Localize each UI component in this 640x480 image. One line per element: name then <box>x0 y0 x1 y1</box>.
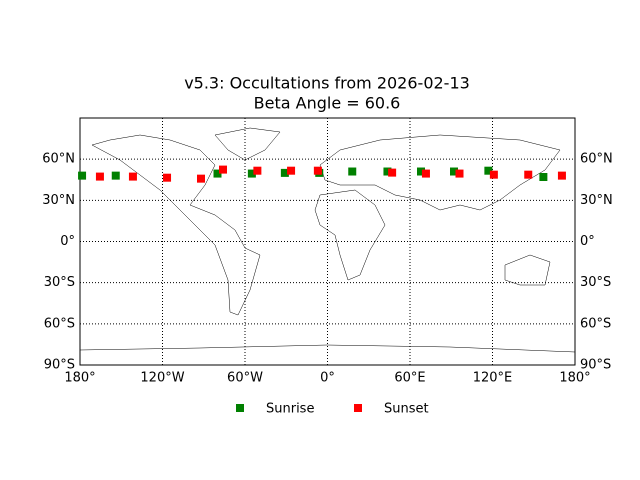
marker <box>489 170 498 179</box>
x-tick-label: 60°W <box>227 371 263 386</box>
marker <box>421 169 430 178</box>
y-tick-label-right: 90°S <box>580 358 611 373</box>
chart-subtitle: Beta Angle = 60.6 <box>254 94 401 113</box>
marker <box>313 166 322 175</box>
marker <box>78 171 87 180</box>
marker <box>348 167 357 176</box>
legend-marker <box>236 404 244 412</box>
x-tick-label: 180° <box>64 371 95 386</box>
y-tick-label: 30°S <box>44 275 75 290</box>
marker <box>557 171 566 180</box>
x-tick-label: 0° <box>320 371 335 386</box>
marker <box>128 172 137 181</box>
y-tick-label: 90°S <box>44 358 75 373</box>
x-tick-label: 120°E <box>473 371 513 386</box>
y-tick-label-right: 60°N <box>580 152 613 167</box>
y-tick-label: 60°S <box>44 316 75 331</box>
marker <box>287 166 296 175</box>
marker <box>383 167 392 176</box>
y-tick-label-right: 30°S <box>580 275 611 290</box>
marker <box>450 167 458 176</box>
marker <box>484 166 493 175</box>
x-tick-label: 180° <box>559 371 590 386</box>
marker <box>280 168 289 177</box>
legend-marker <box>354 404 362 412</box>
y-tick-label: 60°N <box>42 152 75 167</box>
y-tick-label: 30°N <box>42 193 75 208</box>
marker <box>163 173 172 182</box>
marker <box>524 170 533 179</box>
coastlines <box>79 127 576 353</box>
y-tick-label-right: 30°N <box>580 193 613 208</box>
marker <box>247 169 256 178</box>
marker <box>111 171 120 180</box>
marker <box>197 174 205 183</box>
y-tick-label-right: 0° <box>580 234 595 249</box>
x-tick-label: 60°E <box>394 371 425 386</box>
marker <box>417 167 425 176</box>
marker <box>219 165 227 174</box>
marker <box>253 166 262 175</box>
marker <box>455 169 464 178</box>
chart-title: v5.3: Occultations from 2026-02-13 <box>184 74 470 93</box>
marker <box>213 169 222 178</box>
x-tick-label: 120°W <box>140 371 184 386</box>
marker <box>388 168 397 177</box>
legend-label: Sunrise <box>266 402 314 417</box>
legend-label: Sunset <box>384 402 429 417</box>
y-tick-label-right: 60°S <box>580 316 611 331</box>
marker <box>539 173 548 182</box>
y-tick-label: 0° <box>60 234 75 249</box>
marker <box>95 172 104 181</box>
